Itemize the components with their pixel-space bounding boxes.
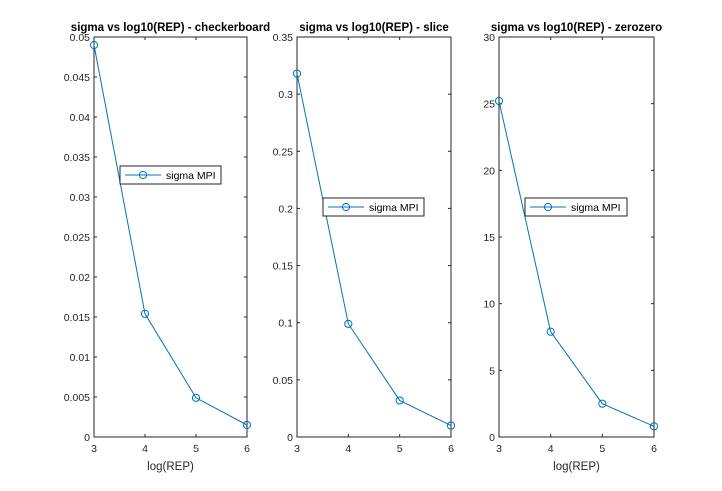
data-point xyxy=(242,420,252,430)
y-tick-label: 0.2 xyxy=(278,203,293,215)
y-tick-label: 0.05 xyxy=(273,375,294,387)
x-axis-label: log(REP) xyxy=(553,461,600,473)
y-tick-label: 25 xyxy=(483,99,495,111)
data-point xyxy=(494,96,504,106)
y-tick-label: 0.005 xyxy=(64,392,90,404)
chart-title: sigma vs log10(REP) - zerozero xyxy=(491,22,662,34)
y-tick-label: 30 xyxy=(483,32,495,44)
y-tick-label: 0.02 xyxy=(70,272,91,284)
x-tick-label: 4 xyxy=(345,443,351,455)
data-point xyxy=(344,319,353,328)
subplot-1: sigma vs log10(REP) - checkerboard 0 0.005… xyxy=(64,22,270,473)
x-tick-label: 5 xyxy=(397,443,403,455)
x-tick-label: 3 xyxy=(91,443,97,455)
y-tick-label: 0 xyxy=(489,432,495,444)
y-tick-label: 0.25 xyxy=(273,146,294,158)
data-point xyxy=(395,396,404,405)
data-point xyxy=(292,69,302,78)
axes-frame xyxy=(296,36,452,438)
data-point xyxy=(140,309,150,318)
y-tick-label: 5 xyxy=(489,365,495,377)
y-tick-label: 0.045 xyxy=(64,72,90,84)
data-point xyxy=(191,393,201,402)
subplot-2: sigma vs log10(REP) - slice 0 0.05 0.1 0.15 0… xyxy=(273,22,456,455)
subplot-3: sigma vs log10(REP) - zerozero 0 5 10 15 20 25… xyxy=(483,22,662,473)
data-point xyxy=(649,422,659,431)
x-tick-label: 6 xyxy=(651,443,657,455)
x-tick-label: 5 xyxy=(193,443,199,455)
y-tick-label: 0.01 xyxy=(70,352,91,364)
x-tick-label: 4 xyxy=(548,443,554,455)
axes-frame xyxy=(93,36,248,438)
y-tick-label: 0.35 xyxy=(273,32,294,44)
y-tick-label: 10 xyxy=(483,299,495,311)
data-point xyxy=(89,40,99,50)
x-axis-label: log(REP) xyxy=(147,461,194,473)
y-tick-label: 0.05 xyxy=(70,32,91,44)
x-tick-label: 3 xyxy=(496,443,502,455)
legend-box xyxy=(524,197,628,217)
data-point xyxy=(546,327,555,336)
legend-label: sigma MPI xyxy=(571,202,621,214)
y-tick-label: 20 xyxy=(483,165,495,177)
y-tick-label: 0.3 xyxy=(278,89,293,101)
legend-marker xyxy=(138,170,148,180)
x-tick-label: 3 xyxy=(294,443,300,455)
y-tick-label: 0.15 xyxy=(273,261,294,273)
y-tick-label: 0.03 xyxy=(70,192,91,204)
legend-label: sigma MPI xyxy=(369,202,419,214)
legend-box xyxy=(119,165,222,185)
legend-marker xyxy=(543,202,553,212)
y-tick-label: 0.1 xyxy=(278,318,293,330)
legend-label: sigma MPI xyxy=(166,170,216,182)
x-tick-label: 6 xyxy=(448,443,454,455)
x-tick-label: 4 xyxy=(142,443,148,455)
y-tick-label: 0.035 xyxy=(64,152,90,164)
y-tick-label: 0.025 xyxy=(64,232,90,244)
legend: sigma MPI xyxy=(322,197,425,217)
y-tick-label: 0 xyxy=(287,432,293,444)
y-tick-label: 15 xyxy=(483,232,495,244)
data-point xyxy=(446,421,456,430)
chart-title: sigma vs log10(REP) - slice xyxy=(299,22,449,34)
x-tick-label: 6 xyxy=(244,443,250,455)
legend: sigma MPI xyxy=(119,165,222,185)
y-tick-label: 0.015 xyxy=(64,312,90,324)
legend-box xyxy=(322,197,425,217)
axes-container: sigma vs log10(REP) - checkerboard 0 0.005… xyxy=(64,22,662,473)
x-tick-label: 5 xyxy=(599,443,605,455)
axes-frame xyxy=(498,36,655,438)
legend: sigma MPI xyxy=(524,197,628,217)
data-point xyxy=(598,399,607,408)
y-tick-label: 0.04 xyxy=(70,112,91,124)
chart-title: sigma vs log10(REP) - checkerboard xyxy=(71,22,270,34)
y-tick-label: 0 xyxy=(84,432,90,444)
legend-marker xyxy=(341,202,351,212)
